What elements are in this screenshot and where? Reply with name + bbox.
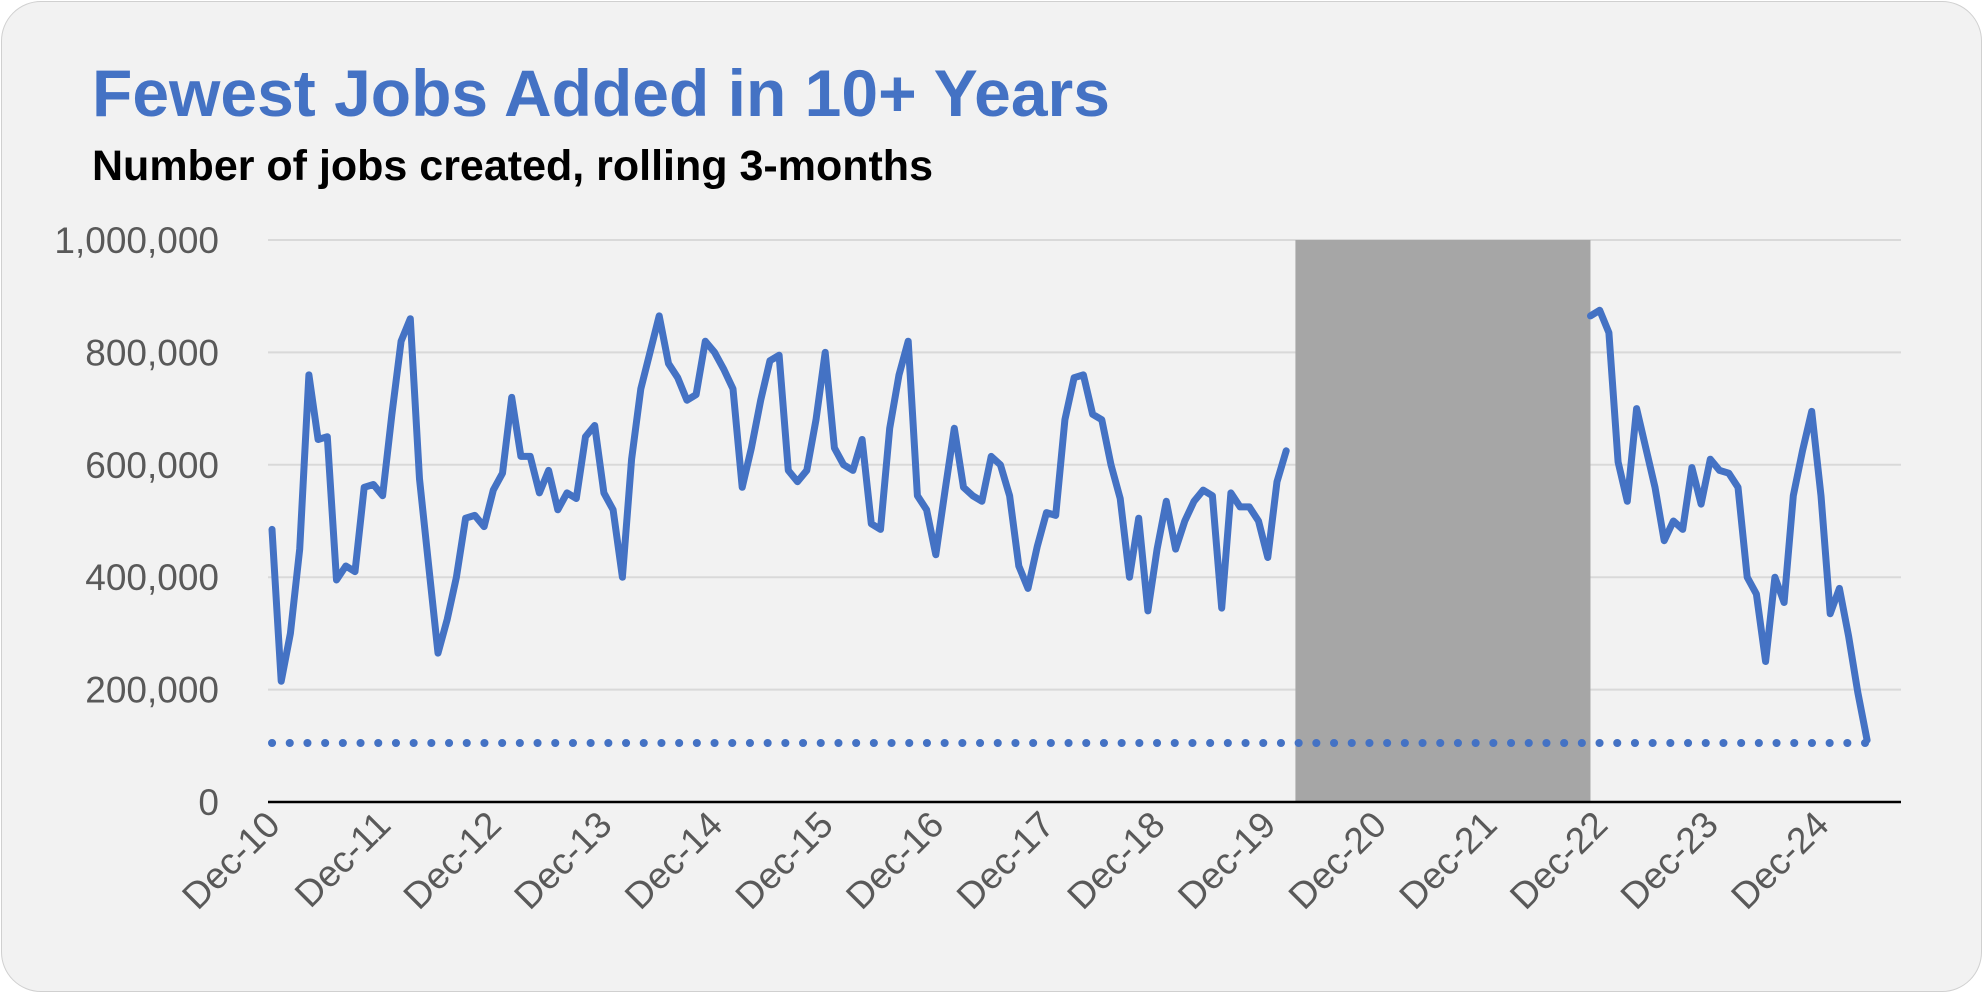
x-tick-label: Dec-10 [174,804,287,917]
x-tick-label: Dec-17 [949,804,1062,917]
chart-subtitle: Number of jobs created, rolling 3-months [92,142,933,190]
y-tick-label: 400,000 [85,557,219,598]
y-tick-label: 1,000,000 [54,220,219,261]
x-tick-label: Dec-16 [838,804,951,917]
x-tick-label: Dec-19 [1170,804,1283,917]
x-tick-label: Dec-14 [617,804,730,917]
x-tick-label: Dec-21 [1391,804,1504,917]
x-tick-label: Dec-23 [1613,804,1726,917]
x-tick-label: Dec-22 [1502,804,1615,917]
y-tick-label: 200,000 [85,670,219,711]
x-tick-label: Dec-15 [728,804,841,917]
x-tick-label: Dec-12 [396,804,509,917]
x-tick-label: Dec-11 [287,804,398,915]
x-tick-label: Dec-20 [1281,804,1394,917]
y-tick-label: 0 [198,782,219,823]
series-line [1587,306,1871,744]
chart-title: Fewest Jobs Added in 10+ Years [92,56,1110,130]
x-tick-label: Dec-18 [1059,804,1172,917]
shaded-region [1295,240,1591,802]
x-tick-label: Dec-13 [506,804,619,917]
y-tick-label: 800,000 [85,332,219,373]
series-line [268,312,1290,685]
x-tick-label: Dec-24 [1723,804,1836,917]
y-tick-label: 600,000 [85,445,219,486]
